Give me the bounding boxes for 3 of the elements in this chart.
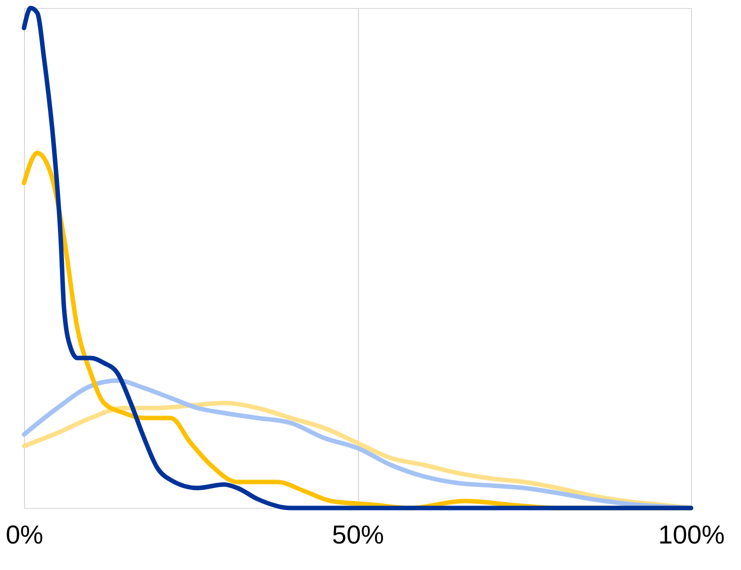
x-tick-label: 0% [6, 520, 44, 550]
x-tick-label: 100% [658, 520, 725, 550]
x-tick-label: 50% [332, 520, 384, 550]
